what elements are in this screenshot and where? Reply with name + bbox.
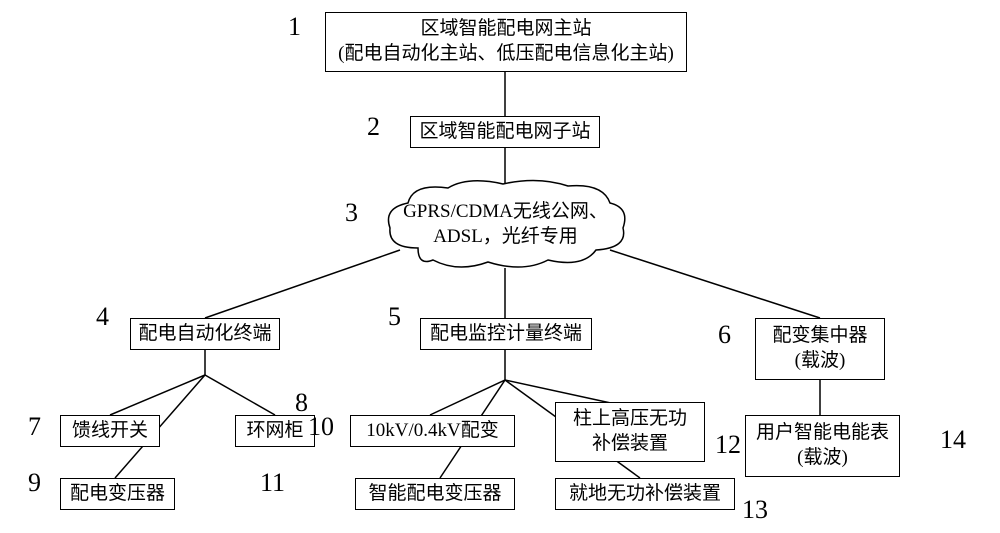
node-text: ADSL，光纤专用 xyxy=(433,225,578,250)
label-6: 6 xyxy=(718,320,731,350)
label-14: 14 xyxy=(940,425,966,455)
node-main-station: 区域智能配电网主站 (配电自动化主站、低压配电信息化主站) xyxy=(325,12,687,72)
node-text: 区域智能配电网子站 xyxy=(419,120,590,145)
node-text: 补偿装置 xyxy=(592,432,668,457)
label-2: 2 xyxy=(367,112,380,142)
node-automation-terminal: 配电自动化终端 xyxy=(130,318,280,350)
label-5: 5 xyxy=(388,302,401,332)
node-text: 馈线开关 xyxy=(72,419,148,444)
node-text: 区域智能配电网主站 xyxy=(420,17,591,42)
node-local-compensation: 就地无功补偿装置 xyxy=(555,478,735,510)
node-text: 柱上高压无功 xyxy=(573,407,687,432)
node-smart-transformer: 智能配电变压器 xyxy=(355,478,515,510)
node-10kv-transformer: 10kV/0.4kV配变 xyxy=(350,415,515,447)
node-text: 智能配电变压器 xyxy=(368,482,501,507)
node-text: 环网柜 xyxy=(246,419,303,444)
label-4: 4 xyxy=(96,302,109,332)
node-text: (载波) xyxy=(797,446,848,471)
label-1: 1 xyxy=(288,12,301,42)
node-network-cloud: GPRS/CDMA无线公网、 ADSL，光纤专用 xyxy=(388,195,623,255)
label-7: 7 xyxy=(28,412,41,442)
node-monitoring-terminal: 配电监控计量终端 xyxy=(420,318,592,350)
label-10: 10 xyxy=(308,412,334,442)
node-substation: 区域智能配电网子站 xyxy=(410,116,600,148)
node-smart-meter: 用户智能电能表 (载波) xyxy=(745,415,900,477)
node-feeder-switch: 馈线开关 xyxy=(60,415,160,447)
label-3: 3 xyxy=(345,198,358,228)
label-12: 12 xyxy=(715,430,741,460)
node-text: GPRS/CDMA无线公网、 xyxy=(403,200,608,225)
node-text: 10kV/0.4kV配变 xyxy=(366,419,498,444)
label-8: 8 xyxy=(295,388,308,418)
node-text: 配电变压器 xyxy=(70,482,165,507)
label-13: 13 xyxy=(742,495,768,525)
node-text: 用户智能电能表 xyxy=(756,421,889,446)
node-dist-transformer: 配电变压器 xyxy=(60,478,175,510)
node-concentrator: 配变集中器 (载波) xyxy=(755,318,885,380)
node-text: 配电监控计量终端 xyxy=(430,322,582,347)
node-text: (配电自动化主站、低压配电信息化主站) xyxy=(338,42,674,67)
node-text: 就地无功补偿装置 xyxy=(569,482,721,507)
label-9: 9 xyxy=(28,468,41,498)
node-hv-compensation: 柱上高压无功 补偿装置 xyxy=(555,402,705,462)
node-text: 配电自动化终端 xyxy=(138,322,271,347)
node-text: (载波) xyxy=(795,349,846,374)
node-ring-cabinet: 环网柜 xyxy=(235,415,315,447)
node-text: 配变集中器 xyxy=(772,324,867,349)
label-11: 11 xyxy=(260,468,285,498)
